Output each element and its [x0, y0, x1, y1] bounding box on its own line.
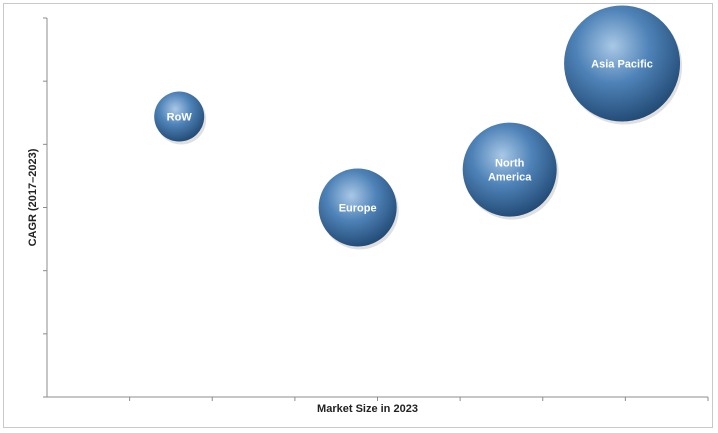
bubble-0: RoW: [154, 91, 207, 145]
bubble-label: Asia Pacific: [591, 58, 653, 70]
bubble-series: RoW Europe North America Asia Pacific: [154, 5, 683, 250]
bubble-label: America: [488, 172, 532, 184]
bubble-3: Asia Pacific: [564, 5, 683, 125]
bubble-2: North America: [462, 122, 559, 220]
bubble-label: North: [495, 158, 525, 170]
bubble-circle: [154, 91, 205, 142]
y-axis-label: CAGR (2017–2023): [27, 148, 39, 246]
bubble-label: RoW: [167, 112, 193, 124]
bubble-circle: [318, 168, 397, 247]
bubble-1: Europe: [318, 168, 399, 250]
x-axis-label: Market Size in 2023: [317, 403, 418, 415]
bubble-label: Europe: [339, 203, 377, 215]
axes: [43, 17, 709, 401]
bubble-circle: [462, 122, 557, 217]
bubble-circle: [564, 5, 681, 122]
